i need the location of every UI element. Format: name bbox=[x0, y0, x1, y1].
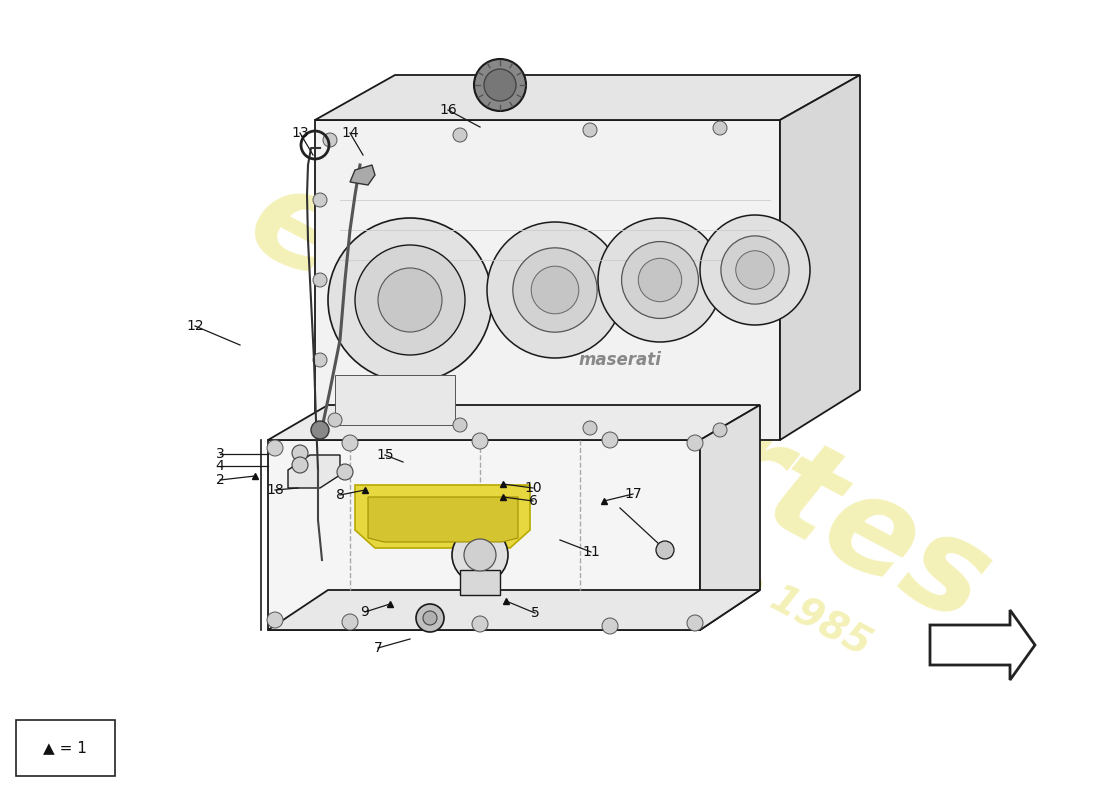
Circle shape bbox=[453, 128, 468, 142]
Text: 9: 9 bbox=[361, 605, 370, 619]
Circle shape bbox=[638, 258, 682, 302]
Circle shape bbox=[688, 435, 703, 451]
Circle shape bbox=[598, 218, 722, 342]
Polygon shape bbox=[268, 405, 760, 440]
Text: 10: 10 bbox=[525, 481, 542, 495]
Circle shape bbox=[328, 413, 342, 427]
Circle shape bbox=[621, 242, 698, 318]
Circle shape bbox=[267, 440, 283, 456]
Circle shape bbox=[583, 421, 597, 435]
Circle shape bbox=[656, 541, 674, 559]
Circle shape bbox=[378, 268, 442, 332]
Circle shape bbox=[700, 215, 810, 325]
Circle shape bbox=[736, 250, 774, 290]
Polygon shape bbox=[780, 75, 860, 440]
Circle shape bbox=[342, 614, 358, 630]
Bar bbox=[460, 570, 500, 595]
Text: ▲ = 1: ▲ = 1 bbox=[43, 741, 87, 755]
Circle shape bbox=[355, 245, 465, 355]
Circle shape bbox=[487, 222, 623, 358]
Circle shape bbox=[602, 618, 618, 634]
Circle shape bbox=[424, 611, 437, 625]
Text: a passion parts since 1985: a passion parts since 1985 bbox=[343, 356, 877, 664]
Polygon shape bbox=[315, 75, 860, 120]
Circle shape bbox=[452, 527, 508, 583]
Circle shape bbox=[472, 616, 488, 632]
Circle shape bbox=[453, 418, 468, 432]
Circle shape bbox=[688, 615, 703, 631]
Circle shape bbox=[267, 612, 283, 628]
Polygon shape bbox=[368, 497, 518, 542]
Polygon shape bbox=[700, 405, 760, 630]
Text: maserati: maserati bbox=[579, 351, 661, 369]
Polygon shape bbox=[350, 165, 375, 185]
Text: 14: 14 bbox=[341, 126, 359, 140]
Text: europàrtes: europàrtes bbox=[228, 149, 1013, 651]
FancyBboxPatch shape bbox=[16, 720, 116, 776]
Text: 13: 13 bbox=[292, 126, 309, 140]
Text: 16: 16 bbox=[439, 103, 456, 117]
Circle shape bbox=[720, 236, 789, 304]
Circle shape bbox=[292, 445, 308, 461]
Circle shape bbox=[583, 123, 597, 137]
Circle shape bbox=[602, 432, 618, 448]
Text: 6: 6 bbox=[529, 494, 538, 508]
Polygon shape bbox=[268, 440, 700, 630]
Circle shape bbox=[314, 193, 327, 207]
Circle shape bbox=[713, 423, 727, 437]
Circle shape bbox=[292, 457, 308, 473]
Text: 18: 18 bbox=[266, 483, 284, 497]
Circle shape bbox=[314, 353, 327, 367]
Polygon shape bbox=[288, 455, 340, 488]
Circle shape bbox=[464, 539, 496, 571]
Text: 11: 11 bbox=[582, 545, 600, 559]
Circle shape bbox=[314, 273, 327, 287]
Polygon shape bbox=[315, 120, 780, 440]
Text: 2: 2 bbox=[216, 473, 224, 487]
Circle shape bbox=[484, 69, 516, 101]
Text: 4: 4 bbox=[216, 459, 224, 473]
Polygon shape bbox=[930, 610, 1035, 680]
Circle shape bbox=[474, 59, 526, 111]
Circle shape bbox=[513, 248, 597, 332]
Text: 8: 8 bbox=[336, 488, 344, 502]
Circle shape bbox=[328, 218, 492, 382]
Text: 15: 15 bbox=[376, 448, 394, 462]
Bar bbox=[336, 375, 455, 425]
Circle shape bbox=[342, 435, 358, 451]
Text: 12: 12 bbox=[186, 319, 204, 333]
Circle shape bbox=[472, 433, 488, 449]
Text: 17: 17 bbox=[624, 487, 641, 501]
Text: 5: 5 bbox=[530, 606, 539, 620]
Circle shape bbox=[416, 604, 444, 632]
Circle shape bbox=[323, 133, 337, 147]
Circle shape bbox=[337, 464, 353, 480]
Circle shape bbox=[531, 266, 579, 314]
Circle shape bbox=[713, 121, 727, 135]
Polygon shape bbox=[355, 485, 530, 548]
Circle shape bbox=[311, 421, 329, 439]
Text: 7: 7 bbox=[374, 641, 383, 655]
Text: 3: 3 bbox=[216, 447, 224, 461]
Polygon shape bbox=[268, 590, 760, 630]
